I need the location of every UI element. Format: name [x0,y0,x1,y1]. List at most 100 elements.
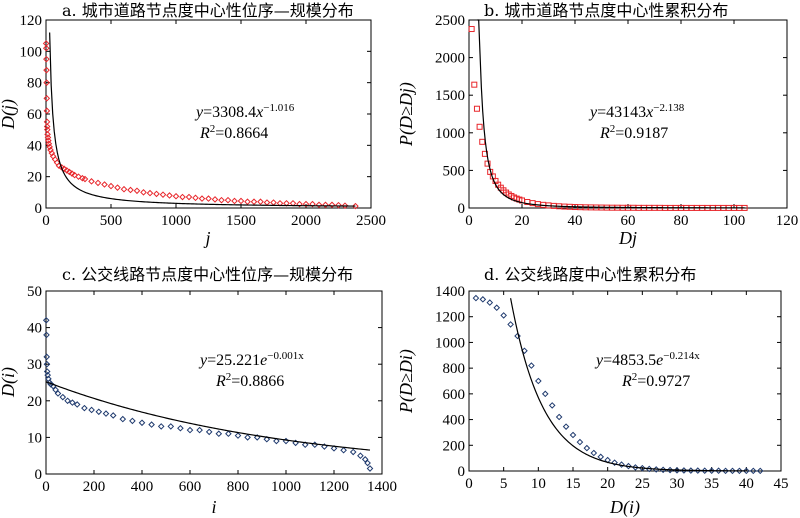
panel-d-point [694,467,702,474]
y-tick-label: 1400 [435,284,465,300]
y-tick-label: 1200 [435,310,465,326]
panel-c-y-label: D(i) [0,367,19,398]
panel-b-eq-var: x [645,104,653,121]
panel-d-point [722,467,729,475]
panel-c-plot-frame [45,290,383,475]
panel-d-point [708,467,715,475]
x-tick-label: 60 [621,213,636,229]
panel-a-points [42,40,359,210]
panel-d-ticks: 0 5 10 15 20 25 30 35 40 45 0 200 400 600 800 1000 1200 1… [435,284,789,492]
panel-a-r2: R2=0.8664 [199,123,268,142]
panel-a-point [218,196,225,204]
panel-d-point [701,467,709,475]
panel-c-equation: y=25.221e−0.001x [198,350,304,369]
panel-d-r2-r: R [621,373,632,390]
panel-a-point [127,186,134,194]
panel-c-point [366,465,374,472]
panel-a-eq-var: x [255,104,263,121]
x-tick-label: 35 [704,476,719,492]
panel-a-fit-curve [49,32,356,207]
panel-c-point [43,368,51,375]
panel-c-point [88,406,95,414]
panel-a-equation: y=3308.4x−1.016 [194,102,295,121]
panel-a-r2-val: =0.8664 [215,125,268,142]
panel-c-x-label: i [211,497,216,517]
y-tick-label: 60 [27,107,42,123]
x-tick-label: 40 [739,476,754,492]
panel-c-r2-r: R [215,373,226,390]
panel-a-point [315,201,323,209]
panel-d-point [625,462,632,470]
y-tick-label: 40 [27,321,42,337]
x-tick-label: 200 [83,479,106,495]
panel-d-title: d. 公交线路度中心性累积分布 [484,265,696,284]
panel-d-point [514,332,521,340]
x-tick-label: 30 [670,476,685,492]
panel-c-point [102,410,110,417]
panel-a-title: a. 城市道路节点度中心性位序—规模分布 [62,1,354,20]
x-tick-label: 800 [227,479,250,495]
panel-c-point [119,415,127,423]
panel-b-point [473,105,480,112]
panel-a-point [71,171,78,179]
panel-a-point [107,182,115,190]
panel-d-point [562,423,570,430]
y-tick-label: 1000 [435,335,465,351]
panel-c-point [196,426,203,434]
panel-b-point [468,26,475,33]
x-tick-label: 2500 [356,213,386,229]
panel-a-point [309,200,316,208]
panel-d-eq-exp: −0.214x [663,350,700,362]
panel-a-point [133,187,141,195]
panel-d-point [736,467,743,475]
panel-a-point [81,175,89,183]
panel-c-point [177,424,184,432]
panel-c-point [234,432,242,439]
panel-c-eq-y: y [198,352,208,369]
x-tick-label: 600 [179,479,202,495]
panel-a-point [101,181,108,188]
x-tick-label: 80 [674,213,689,229]
panel-c-point [301,441,309,449]
x-tick-label: 5 [500,476,508,492]
panel-d-eq-coef: =4853.5 [603,352,656,369]
panel-a-point [146,189,154,197]
panel-a-point [322,201,329,209]
panel-c-r2: R2=0.8866 [215,371,284,390]
panel-d-point [743,467,750,475]
panel-a-point [192,194,199,202]
panel-b-eq-y: y [588,104,598,121]
panel-b-eq-coef: =43143 [597,104,646,121]
panel-b-y-label: P(D≥Dj) [396,82,417,147]
panel-a: a. 城市道路节点度中心性位序—规模分布 0 500 1000 1500 2000 250… [0,1,386,248]
panel-c-point [54,390,62,397]
panel-a-point [43,55,50,63]
panel-d-point [569,431,577,439]
panel-a-point [250,198,258,206]
panel-c-point [69,399,76,406]
panel-c-point [44,371,51,379]
panel-a-point [47,146,54,154]
panel-a-point [94,179,102,187]
panel-b-ticks: 0 20 40 60 80 100 120 0 500 1000 1500 2000 2500 [435,13,798,229]
panel-a-point [153,190,160,198]
panel-c-point [43,360,51,368]
y-tick-label: 500 [443,163,466,179]
panel-c-point [157,423,165,430]
x-tick-label: 15 [566,476,581,492]
y-tick-label: 600 [443,387,466,403]
panel-b-title: b. 城市道路节点度中心性累积分布 [484,1,728,20]
panel-a-y-label: D(j) [0,99,19,130]
y-tick-label: 1000 [435,126,465,142]
panel-c-point [129,417,136,425]
panel-d-point [472,294,480,302]
panel-d-eq-y: y [594,352,604,369]
panel-d-point [493,304,501,312]
x-tick-label: 0 [465,476,473,492]
panel-b-equation: y=43143x−2.138 [588,102,685,121]
panel-a-r2-sup: 2 [210,123,216,135]
panel-c-eq-var: e [260,352,267,369]
panel-d-eq-var: e [656,352,663,369]
panel-d-point [507,321,514,328]
panel-c-point [244,434,251,441]
